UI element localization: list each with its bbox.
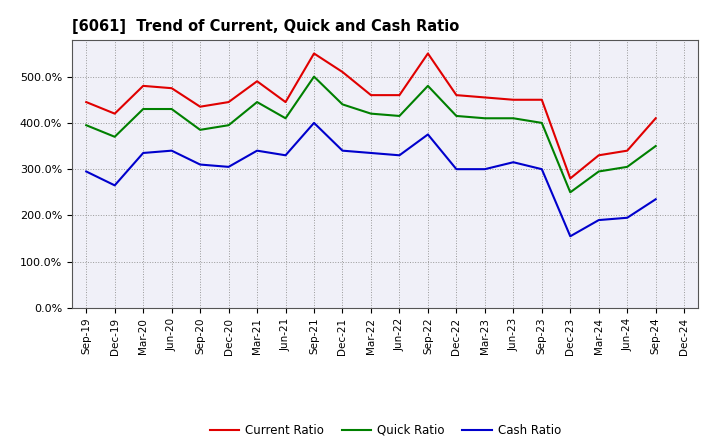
Quick Ratio — [452, 114, 461, 119]
Cash Ratio — [423, 132, 432, 137]
Current Ratio — [566, 176, 575, 181]
Current Ratio — [623, 148, 631, 153]
Cash Ratio — [480, 166, 489, 172]
Current Ratio — [167, 85, 176, 91]
Cash Ratio — [82, 169, 91, 174]
Cash Ratio — [623, 215, 631, 220]
Quick Ratio — [566, 190, 575, 195]
Legend: Current Ratio, Quick Ratio, Cash Ratio: Current Ratio, Quick Ratio, Cash Ratio — [204, 419, 566, 440]
Current Ratio — [395, 92, 404, 98]
Cash Ratio — [595, 217, 603, 223]
Cash Ratio — [652, 197, 660, 202]
Current Ratio — [480, 95, 489, 100]
Cash Ratio — [452, 166, 461, 172]
Quick Ratio — [139, 106, 148, 112]
Current Ratio — [652, 116, 660, 121]
Quick Ratio — [110, 134, 119, 139]
Cash Ratio — [395, 153, 404, 158]
Quick Ratio — [310, 74, 318, 79]
Current Ratio — [338, 70, 347, 75]
Cash Ratio — [366, 150, 375, 156]
Quick Ratio — [366, 111, 375, 116]
Quick Ratio — [509, 116, 518, 121]
Current Ratio — [366, 92, 375, 98]
Quick Ratio — [480, 116, 489, 121]
Quick Ratio — [395, 114, 404, 119]
Quick Ratio — [196, 127, 204, 132]
Cash Ratio — [225, 164, 233, 169]
Line: Quick Ratio: Quick Ratio — [86, 77, 656, 192]
Quick Ratio — [537, 120, 546, 125]
Cash Ratio — [537, 166, 546, 172]
Cash Ratio — [253, 148, 261, 153]
Quick Ratio — [652, 143, 660, 149]
Cash Ratio — [282, 153, 290, 158]
Current Ratio — [253, 79, 261, 84]
Quick Ratio — [595, 169, 603, 174]
Cash Ratio — [566, 234, 575, 239]
Current Ratio — [537, 97, 546, 103]
Current Ratio — [196, 104, 204, 109]
Current Ratio — [509, 97, 518, 103]
Cash Ratio — [110, 183, 119, 188]
Text: [6061]  Trend of Current, Quick and Cash Ratio: [6061] Trend of Current, Quick and Cash … — [72, 19, 459, 34]
Quick Ratio — [338, 102, 347, 107]
Current Ratio — [452, 92, 461, 98]
Current Ratio — [310, 51, 318, 56]
Cash Ratio — [167, 148, 176, 153]
Current Ratio — [595, 153, 603, 158]
Line: Current Ratio: Current Ratio — [86, 54, 656, 179]
Cash Ratio — [196, 162, 204, 167]
Quick Ratio — [282, 116, 290, 121]
Cash Ratio — [338, 148, 347, 153]
Quick Ratio — [253, 99, 261, 105]
Line: Cash Ratio: Cash Ratio — [86, 123, 656, 236]
Cash Ratio — [310, 120, 318, 125]
Quick Ratio — [423, 83, 432, 88]
Current Ratio — [423, 51, 432, 56]
Quick Ratio — [225, 123, 233, 128]
Current Ratio — [139, 83, 148, 88]
Quick Ratio — [82, 123, 91, 128]
Current Ratio — [82, 99, 91, 105]
Current Ratio — [110, 111, 119, 116]
Current Ratio — [282, 99, 290, 105]
Current Ratio — [225, 99, 233, 105]
Cash Ratio — [509, 160, 518, 165]
Quick Ratio — [167, 106, 176, 112]
Cash Ratio — [139, 150, 148, 156]
Quick Ratio — [623, 164, 631, 169]
